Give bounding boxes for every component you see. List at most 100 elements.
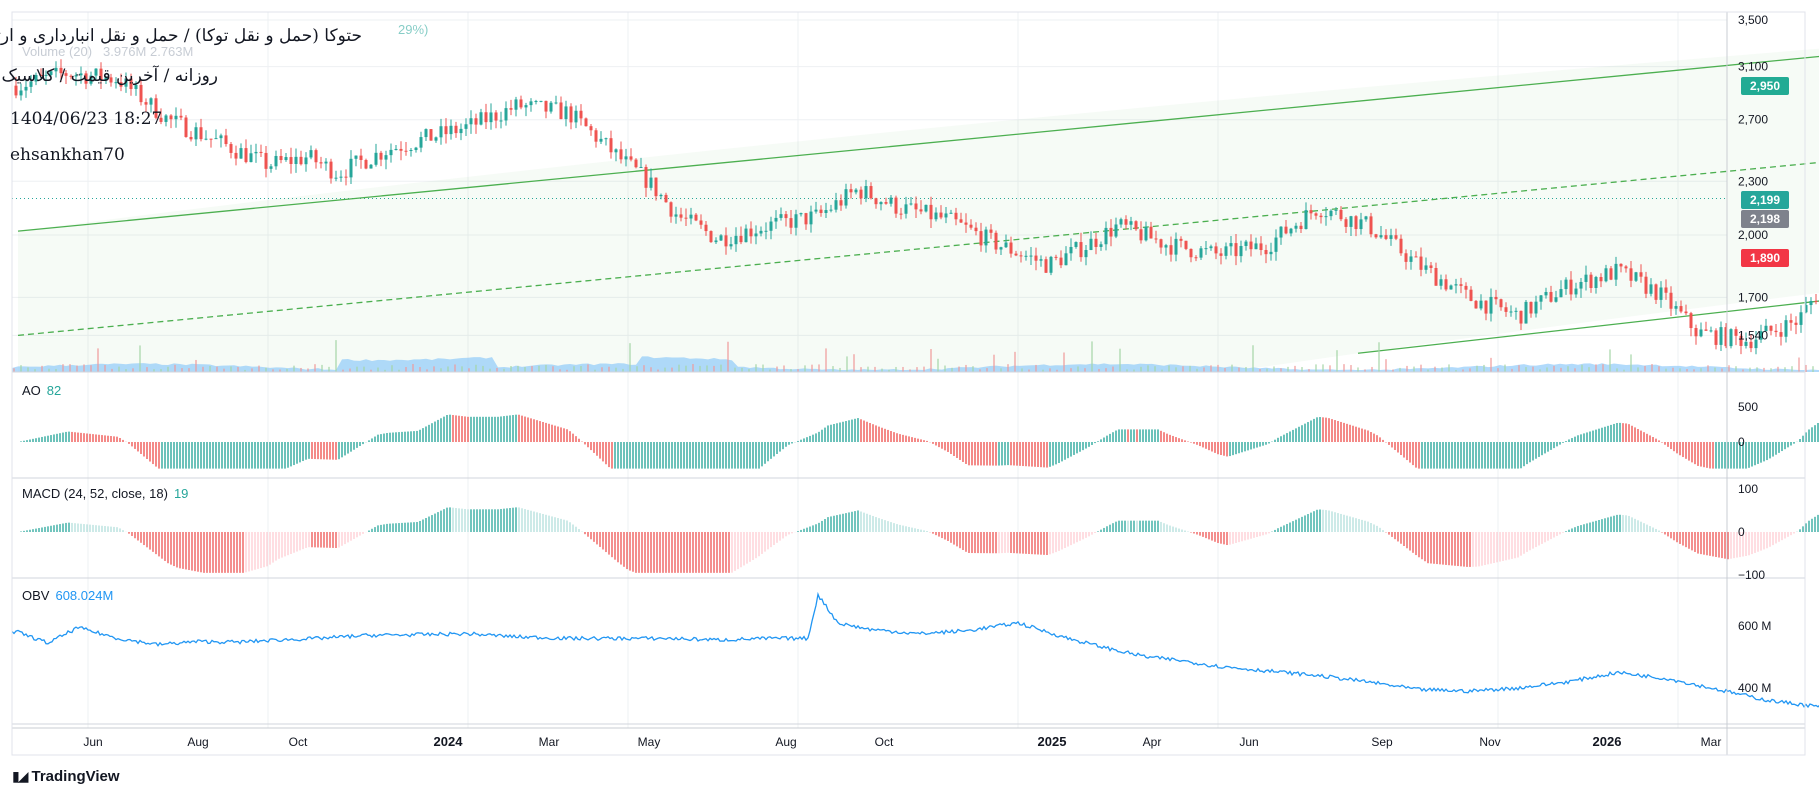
candle-body	[219, 135, 223, 139]
candle-body	[1109, 227, 1113, 237]
chart-frame	[11, 11, 1806, 756]
candle	[489, 103, 493, 130]
candle	[499, 111, 503, 129]
candle	[1679, 300, 1683, 314]
candle	[389, 143, 393, 163]
candle	[1029, 247, 1033, 266]
candle	[1374, 233, 1378, 239]
ao-legend[interactable]: AO 82	[22, 383, 61, 398]
candle	[59, 59, 63, 82]
candle	[114, 77, 118, 89]
candle-body	[1279, 226, 1283, 238]
channel-lower-line[interactable]	[1357, 188, 1819, 354]
candle-body	[1524, 301, 1528, 324]
macd-legend-label: MACD (24, 52, close, 18)	[22, 486, 168, 501]
macd-legend[interactable]: MACD (24, 52, close, 18) 19	[22, 486, 188, 501]
candle-body	[974, 227, 978, 232]
candle	[639, 157, 643, 168]
candle-body	[544, 100, 548, 112]
candle	[1349, 215, 1353, 237]
candle	[729, 236, 733, 250]
candle-body	[589, 126, 593, 131]
candle	[164, 114, 168, 127]
candle	[939, 205, 943, 220]
candle-body	[1084, 250, 1088, 258]
candle	[1629, 260, 1633, 288]
candle-body	[764, 230, 768, 232]
candle	[629, 148, 633, 162]
candle	[959, 212, 963, 223]
candle-body	[994, 232, 998, 250]
price-axis-label: 2,700	[1738, 113, 1768, 127]
candle-body	[74, 75, 78, 77]
candle	[774, 210, 778, 229]
candle	[459, 123, 463, 141]
candle-body	[394, 148, 398, 150]
candle-body	[1494, 296, 1498, 300]
candle	[1404, 249, 1408, 270]
candle	[289, 147, 293, 174]
candle	[1464, 282, 1468, 299]
candle-body	[939, 212, 943, 218]
channel-upper-line[interactable]	[17, 18, 1819, 232]
candle	[724, 227, 728, 255]
candle-body	[1509, 311, 1513, 313]
candle-body	[1729, 329, 1733, 347]
candle-body	[494, 112, 498, 121]
candle-body	[154, 98, 158, 118]
candle	[1294, 222, 1298, 233]
candle	[1794, 316, 1798, 335]
candle	[889, 194, 893, 207]
candle-body	[794, 214, 798, 228]
candle-body	[759, 230, 763, 234]
candle-body	[1719, 327, 1723, 345]
symbol-title[interactable]: حتوکا (حمل و نقل توکا) / حمل و نقل انبار…	[0, 26, 362, 46]
candle	[1024, 250, 1028, 261]
obv-legend[interactable]: OBV 608.024M	[22, 588, 113, 603]
candle	[1234, 233, 1238, 266]
candle	[469, 110, 473, 134]
candle-body	[1709, 330, 1713, 332]
candle-body	[1254, 243, 1258, 250]
candle	[904, 196, 908, 219]
candle-body	[334, 177, 338, 179]
candle-body	[349, 158, 353, 178]
time-axis[interactable]: Jun Aug Oct 2024 Mar May Aug Oct 2025 Apr Jun Sep No…	[83, 734, 1721, 749]
candle	[1554, 290, 1558, 303]
candle	[1354, 215, 1358, 237]
candle-body	[579, 110, 583, 119]
candle-body	[379, 152, 383, 160]
candle-body	[1814, 300, 1818, 302]
candle	[1219, 248, 1223, 265]
candle	[274, 150, 278, 170]
tradingview-logo-icon: ▮◢	[12, 768, 29, 784]
candle	[869, 182, 873, 200]
candle-body	[1169, 245, 1173, 255]
candle	[1669, 286, 1673, 317]
candle-body	[1039, 259, 1043, 261]
candle-body	[1714, 330, 1718, 345]
candle-body	[1274, 237, 1278, 252]
candle-body	[114, 82, 118, 84]
candle-body	[519, 99, 523, 108]
candle-body	[1529, 301, 1533, 314]
candle	[139, 79, 143, 106]
candle	[99, 62, 103, 90]
candle	[934, 207, 938, 222]
tradingview-logo[interactable]: ▮◢ TradingView	[12, 768, 120, 785]
candle-body	[534, 101, 538, 103]
obv-line-group	[11, 591, 1819, 709]
candle-body	[554, 102, 558, 104]
candle-body	[1004, 242, 1008, 248]
candle	[844, 183, 848, 209]
candle	[169, 114, 173, 129]
price-axis[interactable]: 1,540 1,700 2,000 2,300 2,700 3,100 3,500 500 0 1…	[1738, 13, 1771, 695]
candle	[1254, 237, 1258, 250]
candle	[1664, 279, 1668, 300]
candle-body	[1749, 341, 1753, 349]
candle	[564, 100, 568, 127]
time-axis-label: Mar	[539, 735, 560, 749]
candle	[1514, 307, 1518, 320]
candle	[1509, 305, 1513, 317]
